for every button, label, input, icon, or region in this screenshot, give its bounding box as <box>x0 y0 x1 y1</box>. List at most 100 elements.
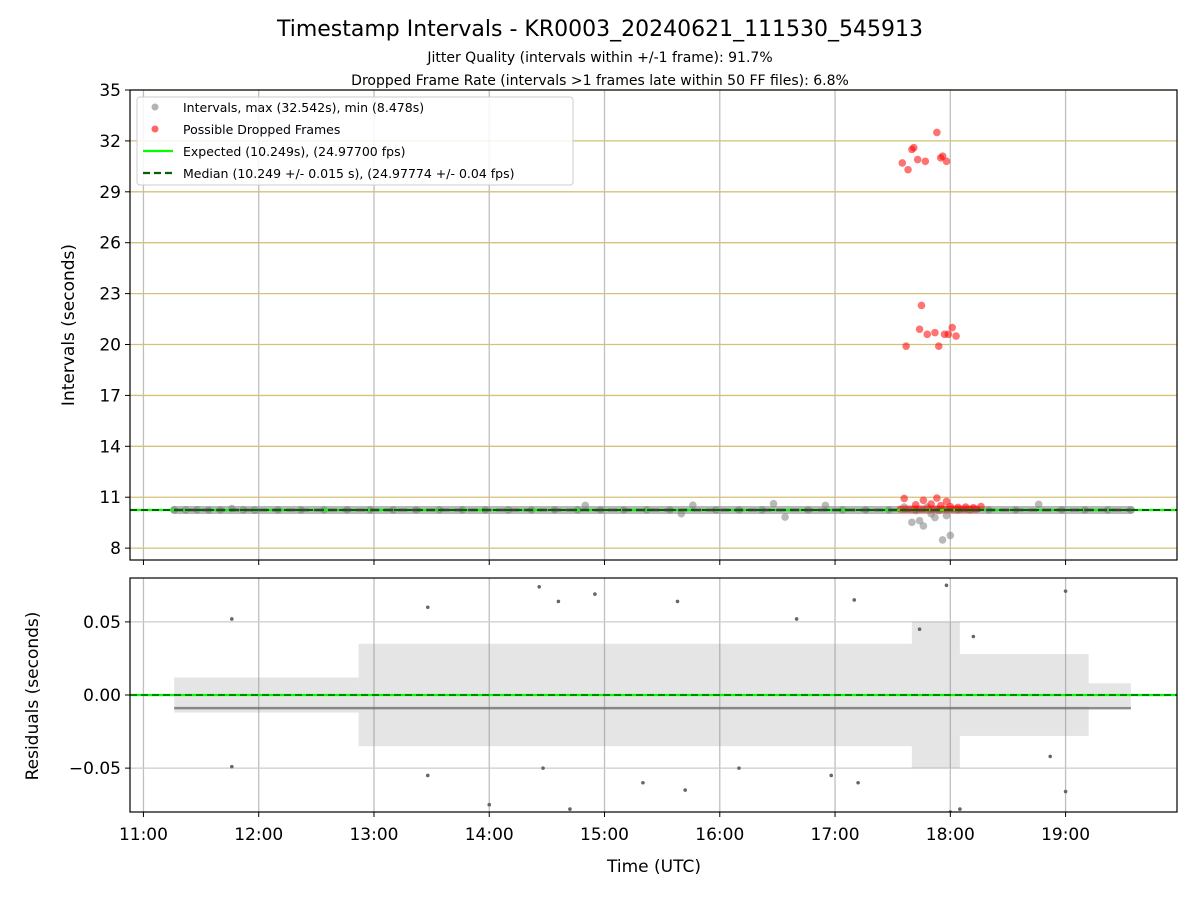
residual-point <box>230 617 234 621</box>
y-tick-label: 35 <box>99 81 121 101</box>
residual-point <box>675 599 680 604</box>
x-tick-label: 13:00 <box>349 825 398 845</box>
residual-point <box>737 766 741 770</box>
interval-point <box>908 518 916 527</box>
interval-point <box>919 522 928 530</box>
residual-point <box>230 764 234 769</box>
legend-label: Possible Dropped Frames <box>183 122 340 137</box>
residual-point <box>958 807 962 811</box>
y-tick-label: 20 <box>99 336 121 356</box>
interval-point <box>931 513 939 522</box>
residual-point <box>971 634 976 639</box>
dropped-frame-point <box>904 165 912 174</box>
residual-point <box>1048 754 1053 759</box>
dropped-frame-point <box>911 501 920 509</box>
dropped-frame-point <box>917 301 926 310</box>
interval-point <box>821 501 830 510</box>
legend-label: Expected (10.249s), (24.97700 fps) <box>183 144 405 159</box>
interval-point <box>689 501 697 509</box>
residual-point <box>683 788 687 792</box>
legend-box <box>136 96 574 186</box>
x-tick-label: 16:00 <box>695 825 744 845</box>
dropped-frame-point <box>910 143 918 152</box>
y-tick-label: 11 <box>99 488 121 508</box>
y-tick-label: 0.05 <box>83 613 121 633</box>
interval-point <box>942 511 951 520</box>
dropped-frame-point <box>944 330 953 339</box>
legend-marker-intervals <box>151 103 159 111</box>
x-tick-label: 14:00 <box>465 825 514 845</box>
y-tick-label: 8 <box>110 539 121 559</box>
interval-point <box>769 499 778 508</box>
dropped-frame-point <box>921 157 930 166</box>
y-tick-label: 32 <box>99 132 121 152</box>
legend-marker-dropped <box>151 125 159 133</box>
legend: Intervals, max (32.542s), min (8.478s) Po… <box>136 96 574 186</box>
intervals-plot: 8 11 14 17 20 23 26 29 32 35 Intervals, max (32.54… <box>99 81 1178 565</box>
chart-title: Timestamp Intervals - KR0003_20240621_11… <box>276 17 923 42</box>
dropped-frame-point <box>934 342 943 351</box>
residual-point <box>593 592 597 596</box>
x-tick-label: 19:00 <box>1041 825 1090 845</box>
dropped-frame-point <box>902 342 910 351</box>
interval-point <box>1034 500 1043 509</box>
x-tick-label: 12:00 <box>234 825 283 845</box>
y-tick-label: −0.05 <box>69 759 121 779</box>
dropped-frame-point <box>948 323 957 332</box>
residual-point <box>425 605 430 610</box>
x-tick-label: 18:00 <box>926 825 975 845</box>
residual-point <box>829 773 834 778</box>
residual-point <box>1063 789 1068 794</box>
dropped-frame-point <box>913 155 922 164</box>
interval-point <box>938 536 947 544</box>
dropped-frame-point <box>977 502 985 511</box>
residual-point <box>568 807 572 811</box>
residual-point <box>856 780 860 785</box>
y-tick-label: 26 <box>99 234 121 254</box>
y-tick-label: 0.00 <box>83 686 121 706</box>
interval-point <box>228 504 236 513</box>
y-tick-label: 17 <box>99 386 121 406</box>
dropped-frame-point <box>931 328 939 337</box>
residual-point <box>917 627 922 631</box>
dropped-frame-point <box>927 500 935 508</box>
residual-point <box>487 802 492 807</box>
dropped-frame-point <box>952 332 960 340</box>
plot-area <box>130 128 1177 544</box>
x-tick-label: 15:00 <box>580 825 629 845</box>
chart-subtitle-line-1: Jitter Quality (intervals within +/-1 fr… <box>426 50 772 66</box>
residual-point <box>537 584 541 589</box>
plot-frame <box>129 577 1178 813</box>
y-tick-label: 23 <box>99 285 121 305</box>
interval-point <box>946 531 955 540</box>
residual-point <box>556 599 561 604</box>
legend-label: Median (10.249 +/- 0.015 s), (24.97774 +… <box>183 166 514 181</box>
top-y-axis-label: Intervals (seconds) <box>59 244 79 406</box>
dropped-frame-point <box>946 502 955 511</box>
x-axis-label: Time (UTC) <box>606 857 701 877</box>
x-tick-label: 11:00 <box>119 825 168 845</box>
residual-point <box>425 773 430 778</box>
interval-point <box>915 516 924 525</box>
dropped-frame-point <box>942 157 951 166</box>
plot-area <box>130 583 1177 812</box>
residual-point <box>852 598 857 602</box>
residual-point <box>541 766 545 770</box>
chart-subtitle-line-2: Dropped Frame Rate (intervals >1 frames … <box>351 73 849 89</box>
dropped-frame-point <box>933 128 941 137</box>
dropped-frame-point <box>915 325 924 334</box>
y-tick-label: 29 <box>99 183 121 203</box>
interval-point <box>581 501 590 510</box>
x-tick-label: 17:00 <box>811 825 860 845</box>
bottom-y-axis-label: Residuals (seconds) <box>23 612 43 781</box>
residual-point <box>1063 589 1068 593</box>
residual-point <box>794 617 799 621</box>
dropped-frame-point <box>936 501 945 510</box>
dropped-frame-point <box>923 330 932 339</box>
legend-label: Intervals, max (32.542s), min (8.478s) <box>183 100 424 115</box>
residuals-plot: 0.05 0.00 −0.05 11:00 12:00 13:00 14:00 15:00 16… <box>69 577 1178 845</box>
dropped-frame-point <box>933 494 941 502</box>
interval-point <box>677 509 686 518</box>
residual-point <box>641 780 645 785</box>
